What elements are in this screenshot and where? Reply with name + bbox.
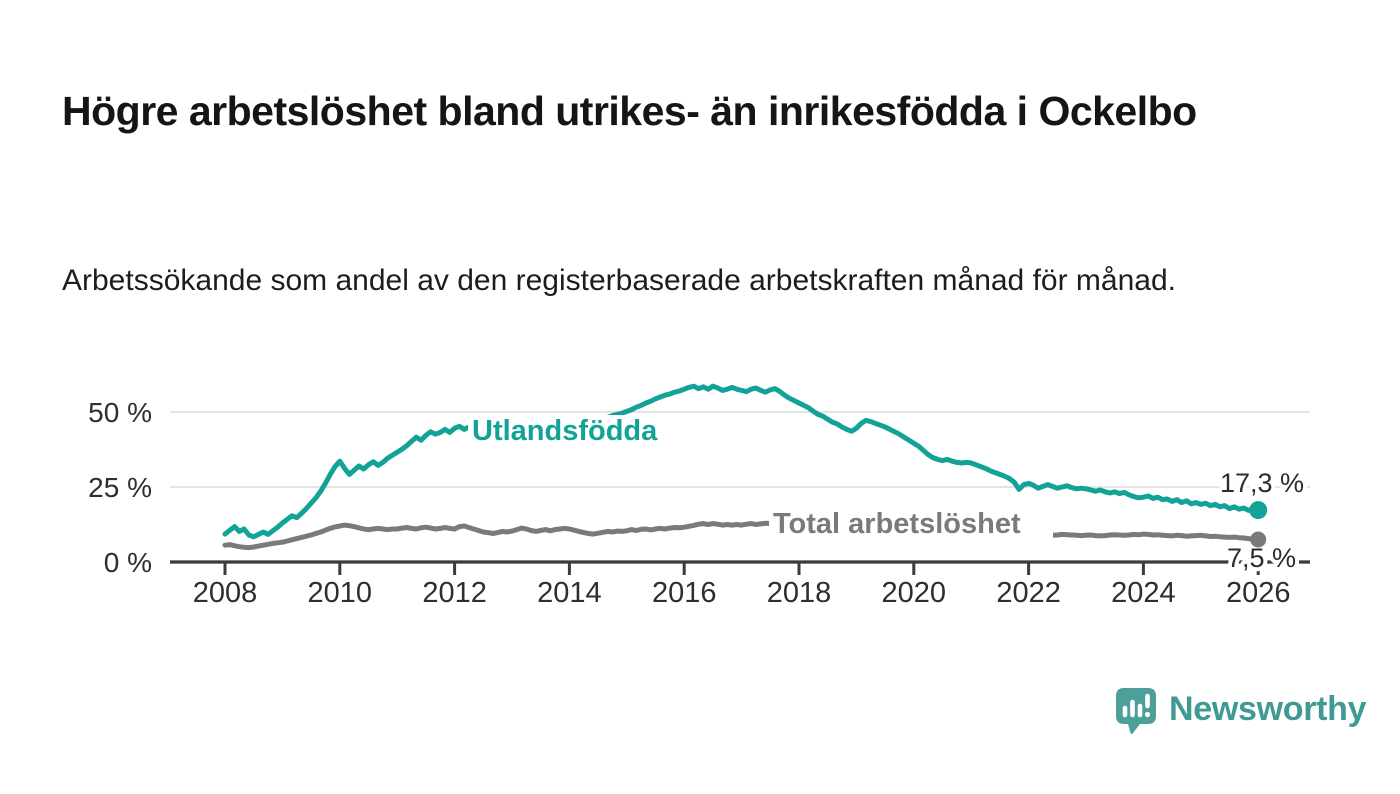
- x-tick-label-2018: 2018: [767, 577, 832, 609]
- x-tick-label-2016: 2016: [652, 577, 717, 609]
- series-end-dot-total: [1250, 531, 1267, 548]
- y-tick-label-25: 25 %: [88, 472, 152, 503]
- series-line-total: [222, 520, 1261, 551]
- branding-wordmark: Newsworthy: [1169, 689, 1367, 728]
- series-end-value-utlandsfodda: 17,3 %: [1220, 468, 1304, 498]
- x-tick-label-2024: 2024: [1111, 577, 1176, 609]
- logo-bar-chart-glyph: [1122, 693, 1150, 718]
- branding: Newsworthy: [1116, 686, 1367, 738]
- series-label-mask-utlandsfodda: [468, 415, 680, 449]
- x-tick-label-2020: 2020: [882, 577, 947, 609]
- page-subtitle: Arbetssökande som andel av den registerb…: [62, 264, 1176, 297]
- y-tick-label-0: 0 %: [104, 547, 152, 578]
- logo-bubble-shape: [1116, 688, 1156, 734]
- x-tick-label-2008: 2008: [193, 577, 258, 609]
- page-title: Högre arbetslöshet bland utrikes- än inr…: [62, 88, 1197, 135]
- series-end-dot-utlandsfodda: [1249, 501, 1268, 520]
- x-tick-label-2010: 2010: [308, 577, 373, 609]
- series-label-utlandsfodda: Utlandsfödda: [472, 415, 658, 447]
- x-tick-label-2026: 2026: [1226, 577, 1291, 609]
- line-chart-svg: 2008 2010 2012 2014 2016 2018 2020 2022 2024 2026…: [88, 383, 1310, 609]
- line-chart: 2008 2010 2012 2014 2016 2018 2020 2022 2024 2026…: [0, 350, 1400, 650]
- series-line-utlandsfodda: [222, 383, 1261, 540]
- series-label-total: Total arbetslöshet: [773, 508, 1021, 540]
- x-tick-label-2022: 2022: [996, 577, 1061, 609]
- series-label-mask-total: [769, 508, 1053, 544]
- newsworthy-logo-icon: [1116, 688, 1156, 734]
- logo-exclamation-dot: [1144, 711, 1151, 718]
- x-tick-label-2014: 2014: [537, 577, 602, 609]
- y-tick-label-50: 50 %: [88, 397, 152, 428]
- x-tick-label-2012: 2012: [422, 577, 487, 609]
- series-end-value-total: 7,5 %: [1227, 543, 1296, 573]
